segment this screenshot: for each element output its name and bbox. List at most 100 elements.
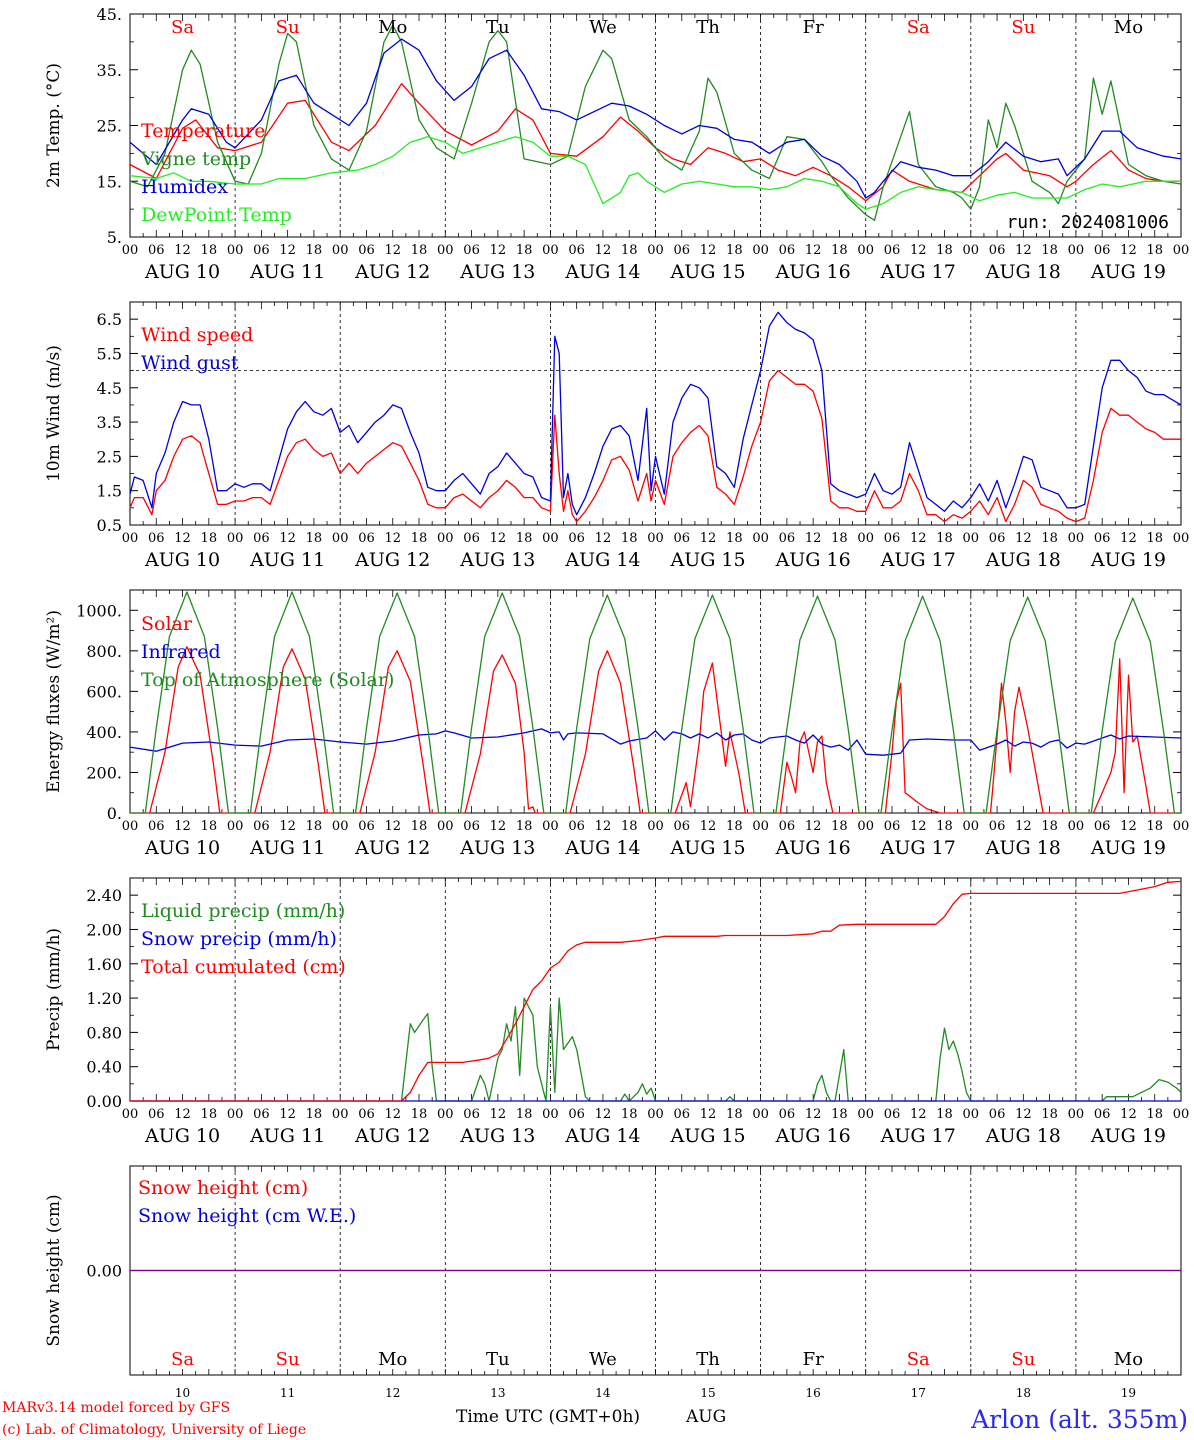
date-label: AUG 13 xyxy=(459,549,535,571)
hour-tick-label: 06 xyxy=(884,531,901,546)
hour-tick-label: 12 xyxy=(1120,1107,1137,1122)
date-label: AUG 15 xyxy=(669,837,745,859)
series-line-4-3 xyxy=(130,880,1182,1102)
day-abbr-label: Fr xyxy=(803,17,824,38)
y-tick-label: 200. xyxy=(86,763,122,782)
y-tick-label: 2.00 xyxy=(86,920,122,939)
hour-tick-label: 00 xyxy=(1068,243,1085,258)
date-label: AUG 15 xyxy=(669,261,745,283)
panel-3 xyxy=(129,589,1182,814)
y-tick-label: 45. xyxy=(97,5,122,24)
hour-tick-label: 00 xyxy=(1068,1107,1085,1122)
hour-tick-label: 00 xyxy=(752,531,769,546)
hour-tick-label: 12 xyxy=(910,819,927,834)
hour-tick-label: 06 xyxy=(779,819,796,834)
hour-tick-label: 06 xyxy=(463,1107,480,1122)
hour-tick-label: 12 xyxy=(1015,819,1032,834)
legend-entry: Snow height (cm W.E.) xyxy=(138,1205,356,1227)
station-name: Arlon (alt. 355m) xyxy=(970,1405,1188,1434)
hour-tick-label: 12 xyxy=(700,243,717,258)
y-tick-label: 35. xyxy=(97,61,122,80)
panel-frame xyxy=(129,589,1182,814)
hour-tick-label: 00 xyxy=(227,243,244,258)
hour-tick-label: 18 xyxy=(936,819,953,834)
run-label: run: 2024081006 xyxy=(1006,212,1169,233)
hour-tick-label: 00 xyxy=(1173,1107,1190,1122)
hour-tick-label: 00 xyxy=(963,531,980,546)
hour-tick-label: 00 xyxy=(1068,531,1085,546)
y-tick-label: 25. xyxy=(97,117,122,136)
hour-tick-label: 00 xyxy=(963,1107,980,1122)
hour-tick-label: 18 xyxy=(201,819,218,834)
month-label: AUG xyxy=(685,1407,726,1427)
date-label: AUG 18 xyxy=(985,261,1061,283)
hour-tick-label: 06 xyxy=(779,1107,796,1122)
date-label: AUG 14 xyxy=(564,1125,640,1147)
hour-tick-label: 18 xyxy=(621,1107,638,1122)
date-label: AUG 18 xyxy=(985,549,1061,571)
day-abbr-label: Mo xyxy=(1114,17,1143,38)
hour-tick-label: 12 xyxy=(700,1107,717,1122)
hour-tick-label: 12 xyxy=(595,243,612,258)
legend-entry: Liquid precip (mm/h) xyxy=(141,900,345,922)
hour-tick-label: 06 xyxy=(253,819,270,834)
date-label: AUG 11 xyxy=(249,261,325,283)
legend-entry: Top of Atmosphere (Solar) xyxy=(141,669,394,691)
date-label: AUG 14 xyxy=(564,261,640,283)
hour-tick-label: 18 xyxy=(726,243,743,258)
date-label: AUG 19 xyxy=(1090,549,1166,571)
y-tick-label: 600. xyxy=(86,682,122,701)
legend-entry: Solar xyxy=(141,613,193,635)
y-tick-label: 1.20 xyxy=(86,989,122,1008)
day-abbr-label: Mo xyxy=(378,17,407,38)
hour-tick-label: 18 xyxy=(726,819,743,834)
series-line-1-1 xyxy=(129,83,1181,202)
hour-tick-label: 06 xyxy=(568,1107,585,1122)
hour-tick-label: 00 xyxy=(542,819,559,834)
hour-tick-label: 12 xyxy=(174,1107,191,1122)
hour-tick-label: 12 xyxy=(595,531,612,546)
y-tick-label: 1.60 xyxy=(86,955,122,974)
day-number-label: 19 xyxy=(1121,1386,1136,1400)
hour-tick-label: 18 xyxy=(306,1107,323,1122)
hour-tick-label: 00 xyxy=(647,1107,664,1122)
hour-tick-label: 00 xyxy=(542,1107,559,1122)
hour-tick-label: 06 xyxy=(674,531,691,546)
hour-tick-label: 00 xyxy=(963,243,980,258)
hour-tick-label: 12 xyxy=(1120,531,1137,546)
y-tick-label: 0.00 xyxy=(86,1092,122,1111)
hour-tick-label: 06 xyxy=(463,819,480,834)
hour-tick-label: 18 xyxy=(936,531,953,546)
hour-tick-label: 18 xyxy=(1146,1107,1163,1122)
hour-tick-label: 00 xyxy=(122,819,139,834)
hour-tick-label: 06 xyxy=(674,1107,691,1122)
date-label: AUG 13 xyxy=(459,261,535,283)
hour-tick-label: 00 xyxy=(752,819,769,834)
hour-tick-label: 06 xyxy=(1094,1107,1111,1122)
y-tick-label: 2.40 xyxy=(86,886,122,905)
hour-tick-label: 00 xyxy=(122,1107,139,1122)
date-label: AUG 18 xyxy=(985,837,1061,859)
date-label: AUG 13 xyxy=(459,837,535,859)
hour-tick-label: 18 xyxy=(831,243,848,258)
hour-tick-label: 12 xyxy=(1120,243,1137,258)
date-label: AUG 12 xyxy=(354,1125,430,1147)
hour-tick-label: 00 xyxy=(227,531,244,546)
hour-tick-label: 18 xyxy=(306,819,323,834)
hour-tick-label: 00 xyxy=(647,531,664,546)
hour-tick-label: 06 xyxy=(358,1107,375,1122)
day-abbr-label: Su xyxy=(276,17,300,38)
y-tick-label: 4.5 xyxy=(97,379,122,398)
hour-tick-label: 00 xyxy=(122,531,139,546)
hour-tick-label: 06 xyxy=(148,531,165,546)
series-line-1-4 xyxy=(129,136,1181,210)
date-label: AUG 10 xyxy=(144,1125,220,1147)
day-number-label: 16 xyxy=(806,1386,821,1400)
panel-frame xyxy=(129,301,1182,526)
y-tick-label: 2.5 xyxy=(97,447,122,466)
hour-tick-label: 06 xyxy=(463,531,480,546)
hour-tick-label: 12 xyxy=(805,531,822,546)
date-label: AUG 16 xyxy=(775,1125,851,1147)
panel-4 xyxy=(129,877,1182,1102)
hour-tick-label: 06 xyxy=(989,819,1006,834)
